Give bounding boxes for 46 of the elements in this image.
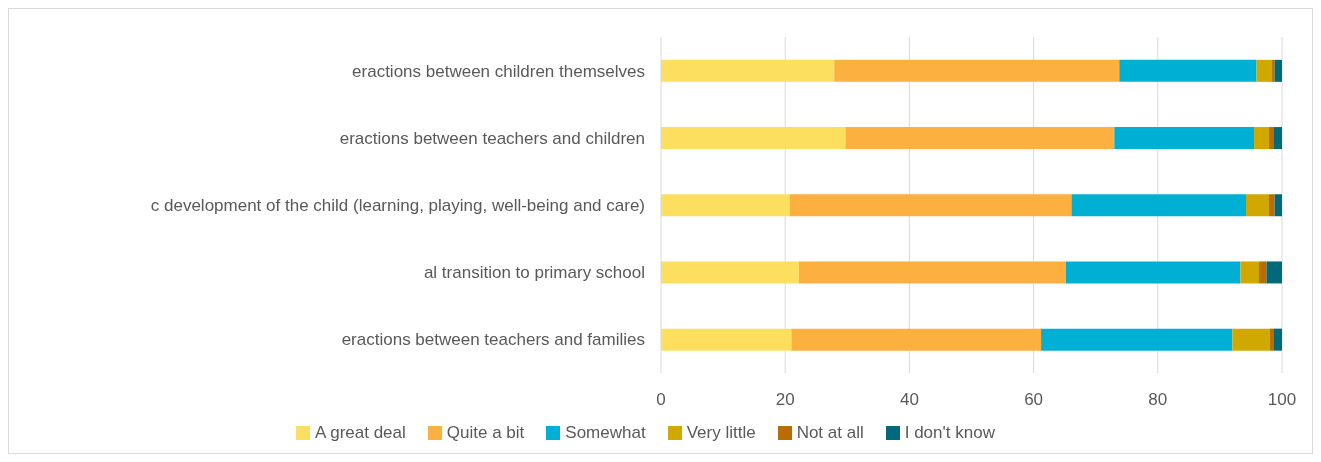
x-tick-label: 80 xyxy=(1148,390,1168,410)
x-tick-label: 0 xyxy=(656,390,666,410)
bar xyxy=(1065,261,1241,284)
bar xyxy=(1274,59,1282,82)
bar xyxy=(798,261,1066,284)
legend-label: Very little xyxy=(685,423,756,443)
bar xyxy=(661,194,790,217)
y-tick-label: c development of the child (learning, playing, well-being and care) xyxy=(150,196,645,216)
y-tick-label: eractions between children themselves xyxy=(352,61,645,81)
bar xyxy=(1268,127,1274,150)
bar xyxy=(1119,59,1257,82)
bar xyxy=(1041,328,1233,351)
bar xyxy=(1232,328,1270,351)
x-tick-label: 60 xyxy=(1024,390,1044,410)
y-tick-label: al transition to primary school xyxy=(423,263,645,283)
y-tick-label: eractions between teachers and families xyxy=(341,330,645,350)
bar xyxy=(834,59,1120,82)
bar xyxy=(1254,127,1269,150)
bar xyxy=(1272,59,1275,82)
bar xyxy=(1071,194,1246,217)
bar xyxy=(1273,328,1282,351)
bar xyxy=(1256,59,1273,82)
bar xyxy=(1266,261,1282,284)
x-tick-label: 40 xyxy=(899,390,919,410)
bar xyxy=(1245,194,1269,217)
bar xyxy=(1240,261,1260,284)
bar xyxy=(1274,194,1282,217)
bar xyxy=(661,328,792,351)
y-tick-label: eractions between teachers and children xyxy=(339,128,645,148)
legend-label: I don't know xyxy=(903,423,995,443)
x-tick-label: 20 xyxy=(775,390,795,410)
legend-label: A great deal xyxy=(314,423,406,443)
legend-label: Not at all xyxy=(795,423,864,443)
x-tick-label: 100 xyxy=(1267,390,1297,410)
bar xyxy=(845,127,1115,150)
bar xyxy=(1268,194,1275,217)
bar xyxy=(1259,261,1267,284)
legend-label: Quite a bit xyxy=(445,423,525,443)
bar xyxy=(789,194,1072,217)
bar xyxy=(1273,127,1282,150)
bar xyxy=(661,127,846,150)
bar xyxy=(1114,127,1255,150)
legend-label: Somewhat xyxy=(564,423,646,443)
bar xyxy=(791,328,1042,351)
bar xyxy=(661,59,835,82)
bar xyxy=(661,261,799,284)
